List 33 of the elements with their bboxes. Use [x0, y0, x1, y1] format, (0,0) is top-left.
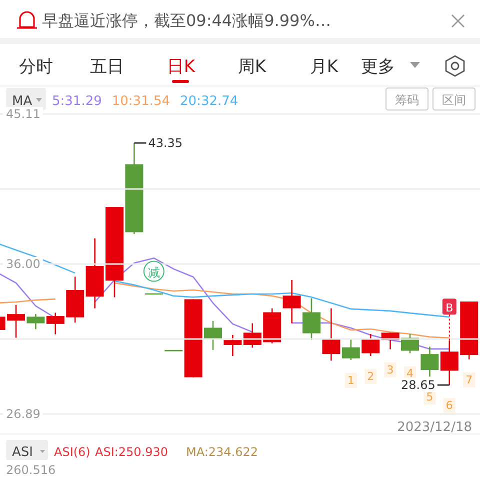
text: 筹码 [395, 93, 419, 107]
text: 10:31.54 [112, 94, 170, 109]
annotation: 43.35 [148, 136, 183, 150]
annotation: 6 [446, 399, 453, 412]
annotation: B [446, 302, 454, 315]
text: 260.516 [6, 463, 56, 477]
text: 5:31.29 [52, 94, 102, 109]
text: 月K [310, 57, 339, 77]
y-tick-label: 36.00 [6, 257, 40, 271]
chart-title: 早盘逼近涨停，截至09:44涨幅9.99%… [42, 11, 331, 30]
text: 周K [238, 57, 267, 77]
y-tick-label: 45.11 [6, 107, 40, 121]
annotation: 减 [148, 265, 160, 280]
text: ASI(6) [54, 445, 90, 459]
text: 分时 [19, 57, 53, 77]
y-tick-label: 26.89 [6, 407, 40, 421]
text: MA:234.622 [186, 445, 258, 459]
text: 区间 [442, 93, 466, 107]
annotation: 4 [406, 367, 414, 380]
annotation: 5 [426, 390, 434, 404]
text: 更多 [361, 57, 395, 77]
annotation: 28.65 [401, 378, 436, 392]
legend-title: MA [12, 94, 32, 109]
text: 20:32.74 [180, 94, 238, 109]
annotation: 7 [466, 373, 473, 386]
text: 日K [166, 57, 196, 77]
annotation: 1 [347, 374, 354, 387]
annotation: 2 [367, 370, 374, 384]
annotation: 3 [386, 363, 394, 376]
text: ASI [12, 445, 33, 460]
text: 2023/12/18 [397, 420, 472, 435]
text: 五日 [90, 57, 124, 77]
text: ASI:250.930 [95, 445, 168, 459]
